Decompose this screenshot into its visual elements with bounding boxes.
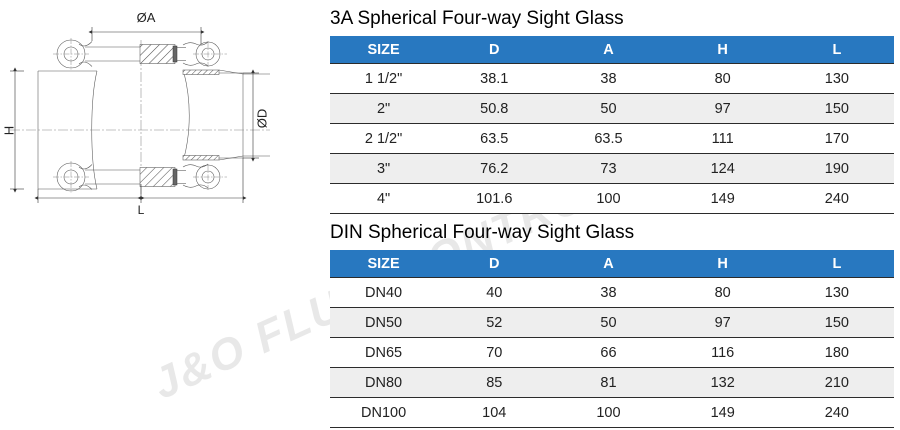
svg-text:ØA: ØA [137,10,156,25]
svg-text:L: L [138,203,145,217]
